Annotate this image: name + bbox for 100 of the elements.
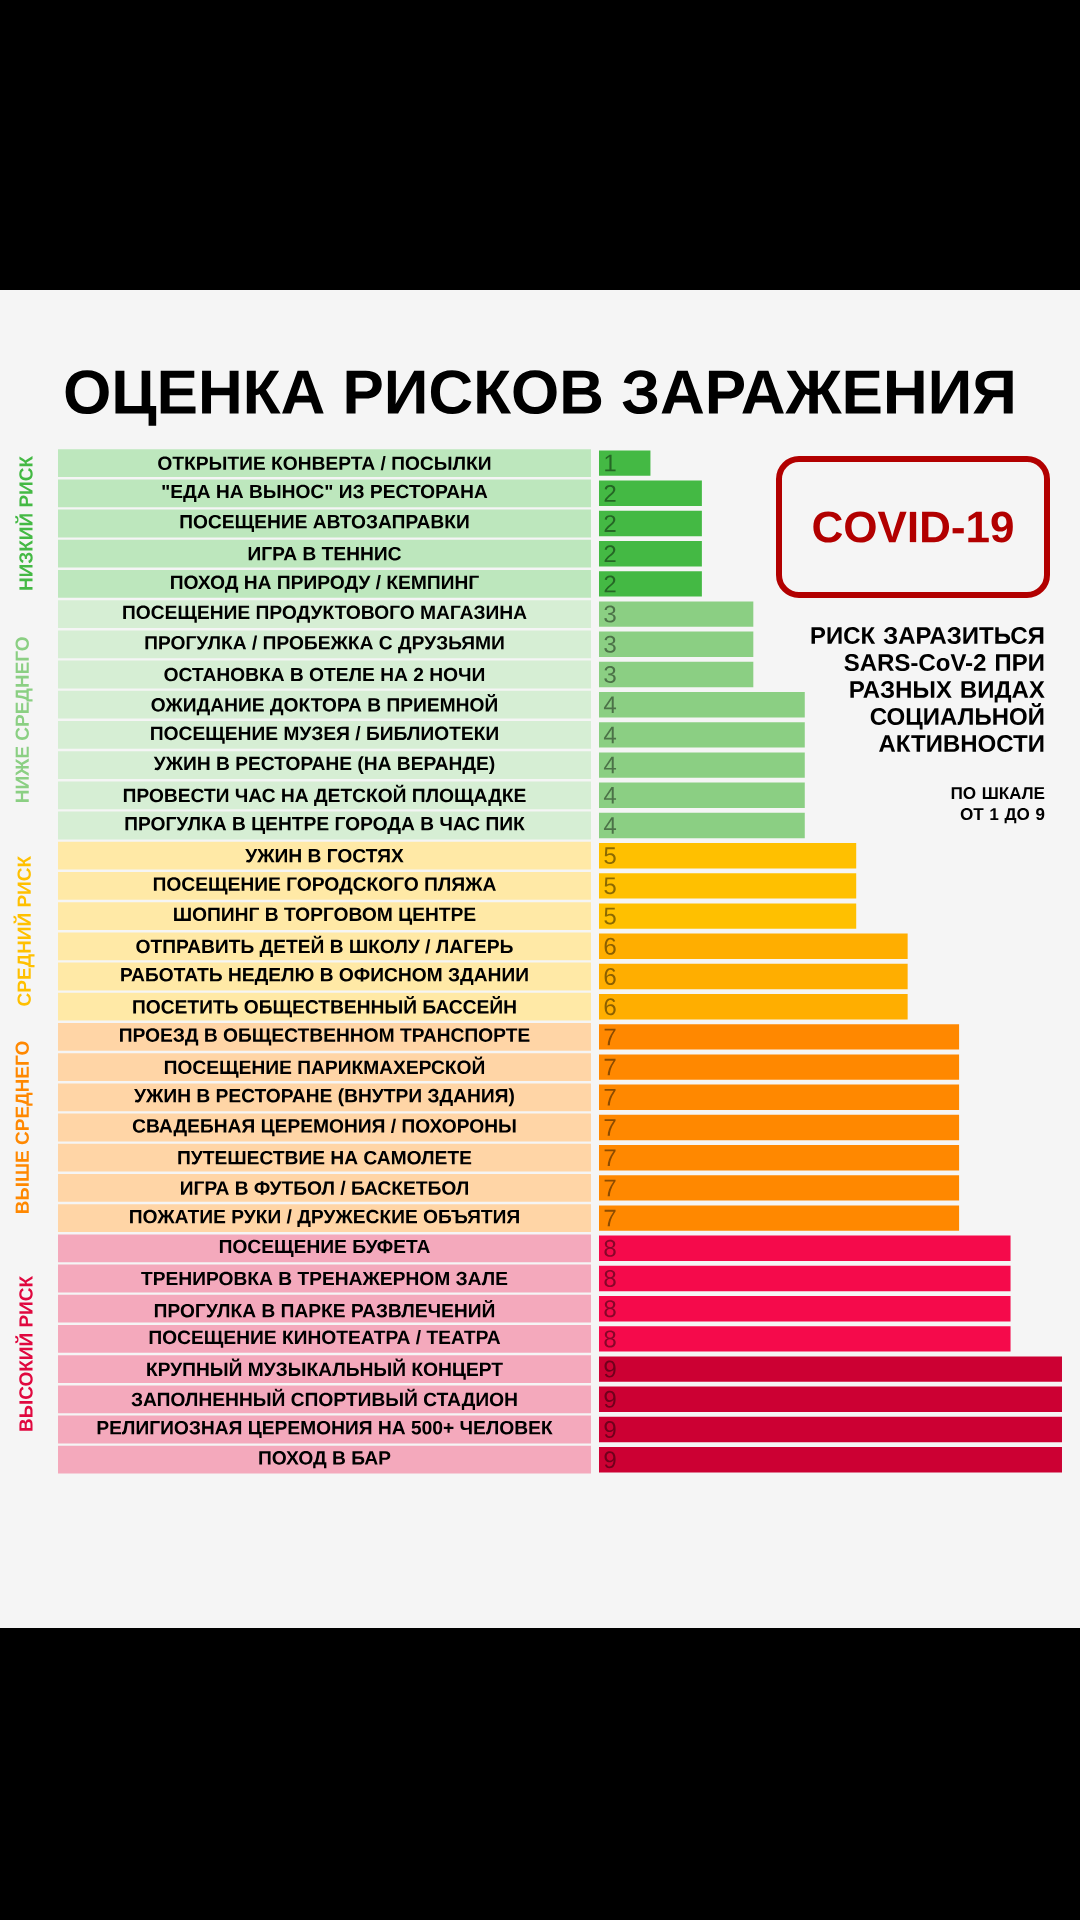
data-label: 6 bbox=[604, 998, 616, 1016]
bar bbox=[599, 661, 754, 688]
bar bbox=[599, 480, 702, 506]
bar bbox=[599, 692, 805, 718]
y-tick-label: УЖИН В РЕСТОРАНЕ (НА ВЕРАНДЕ) bbox=[153, 756, 495, 775]
bar bbox=[599, 510, 702, 537]
bar bbox=[599, 963, 908, 990]
bar bbox=[599, 1356, 1062, 1382]
y-tick-label: ПРОГУЛКА В ЦЕНТРЕ ГОРОДА В ЧАС ПИК bbox=[125, 816, 525, 835]
data-label: 8 bbox=[604, 1330, 616, 1348]
bar bbox=[599, 1416, 1062, 1443]
data-label: 8 bbox=[604, 1300, 616, 1318]
y-tick-label: ОЖИДАНИЕ ДОКТОРА В ПРИЕМНОЙ bbox=[151, 694, 497, 716]
y-tick-label: ПОСЕЩЕНИЕ ГОРОДСКОГО ПЛЯЖА bbox=[153, 877, 496, 895]
y-tick-label: ИГРА В ТЕННИС bbox=[248, 546, 402, 561]
y-tick-label: ШОПИНГ В ТОРГОВОМ ЦЕНТРЕ bbox=[174, 907, 476, 925]
bar bbox=[599, 903, 857, 929]
data-label: 3 bbox=[604, 635, 616, 653]
chart-title: ОЦЕНКА РИСКОВ ЗАРАЖЕНИЯ bbox=[65, 370, 1013, 426]
bar bbox=[599, 1145, 960, 1171]
y-tick-label: ПОСЕЩЕНИЕ КИНОТЕАТРА / ТЕАТРА bbox=[149, 1330, 501, 1348]
text: НИЗКИЙ РИСК bbox=[15, 455, 33, 590]
bar bbox=[599, 1175, 960, 1201]
bar bbox=[599, 873, 857, 899]
data-label: 9 bbox=[604, 1421, 616, 1438]
data-label: 3 bbox=[604, 605, 616, 623]
y-tick-label: УЖИН В ГОСТЯХ bbox=[245, 848, 404, 863]
y-tick-label: "ЕДА НА ВЫНОС" ИЗ РЕСТОРАНА bbox=[162, 484, 488, 502]
data-label: 7 bbox=[604, 1089, 616, 1106]
data-label: 7 bbox=[604, 1058, 616, 1076]
bar bbox=[599, 631, 754, 657]
bar bbox=[599, 571, 702, 597]
data-label: 5 bbox=[604, 877, 616, 895]
bar bbox=[599, 450, 651, 476]
y-tick-label: ПОХОД В БАР bbox=[259, 1451, 391, 1469]
y-tick-label: КРУПНЫЙ МУЗЫКАЛЬНЫЙ КОНЦЕРТ bbox=[147, 1358, 503, 1380]
bar bbox=[599, 1265, 1011, 1292]
y-tick-label: ИГРА В ФУТБОЛ / БАСКЕТБОЛ bbox=[180, 1180, 469, 1196]
bar bbox=[599, 1386, 1062, 1412]
data-label: 5 bbox=[604, 847, 616, 865]
y-tick-label: ПУТЕШЕСТВИЕ НА САМОЛЕТЕ bbox=[178, 1150, 472, 1165]
bar bbox=[599, 1114, 960, 1141]
bar bbox=[599, 812, 805, 839]
text: COVID-19 bbox=[813, 511, 1013, 543]
bar bbox=[599, 1205, 960, 1231]
data-label: 6 bbox=[604, 937, 616, 955]
y-tick-label: ТРЕНИРОВКА В ТРЕНАЖЕРНОМ ЗАЛЕ bbox=[141, 1271, 508, 1286]
y-tick-label: ПОХОД НА ПРИРОДУ / КЕМПИНГ bbox=[171, 575, 479, 593]
y-tick-label: ПРОЕЗД В ОБЩЕСТВЕННОМ ТРАНСПОРТЕ bbox=[120, 1028, 530, 1046]
y-tick-label: ОСТАНОВКА В ОТЕЛЕ НА 2 НОЧИ bbox=[164, 667, 485, 682]
bar bbox=[599, 722, 805, 748]
bar bbox=[599, 541, 702, 567]
data-label: 2 bbox=[604, 515, 616, 532]
data-label: 1 bbox=[605, 454, 616, 472]
data-label: 2 bbox=[604, 545, 616, 563]
data-label: 4 bbox=[603, 726, 617, 744]
y-tick-label: РАБОТАТЬ НЕДЕЛЮ В ОФИСНОМ ЗДАНИИ bbox=[121, 967, 528, 986]
y-tick-label: ПОСЕЩЕНИЕ БУФЕТА bbox=[219, 1239, 430, 1257]
bar bbox=[599, 843, 857, 869]
y-tick-label: УЖИН В РЕСТОРАНЕ (ВНУТРИ ЗДАНИЯ) bbox=[134, 1088, 514, 1107]
text: СРЕДНИЙ РИСК bbox=[13, 855, 35, 1006]
bar bbox=[599, 1296, 1011, 1322]
data-label: 7 bbox=[604, 1209, 616, 1227]
y-tick-label: ПОСЕЩЕНИЕ ПАРИКМАХЕРСКОЙ bbox=[164, 1056, 485, 1078]
data-label: 7 bbox=[604, 1179, 616, 1197]
data-label: 7 bbox=[604, 1119, 616, 1136]
y-tick-label: ПРОГУЛКА / ПРОБЕЖКА С ДРУЗЬЯМИ bbox=[145, 635, 504, 654]
y-tick-label: РЕЛИГИОЗНАЯ ЦЕРЕМОНИЯ НА 500+ ЧЕЛОВЕК bbox=[97, 1420, 553, 1439]
y-tick-label: ПОСЕЩЕНИЕ ПРОДУКТОВОГО МАГАЗИНА bbox=[123, 605, 527, 623]
bar bbox=[599, 994, 908, 1020]
text: ВЫСОКИЙ РИСК bbox=[15, 1275, 33, 1431]
data-label: 9 bbox=[604, 1451, 616, 1469]
data-label: 4 bbox=[603, 787, 617, 804]
bar bbox=[599, 752, 805, 778]
bar bbox=[599, 782, 805, 808]
data-label: 4 bbox=[603, 696, 617, 713]
data-label: 5 bbox=[604, 907, 616, 925]
y-tick-label: ОТПРАВИТЬ ДЕТЕЙ В ШКОЛУ / ЛАГЕРЬ bbox=[136, 935, 513, 957]
data-label: 2 bbox=[604, 575, 616, 593]
data-label: 9 bbox=[604, 1360, 616, 1378]
bar bbox=[599, 1235, 1011, 1261]
bar bbox=[599, 1326, 1011, 1352]
y-tick-label: ПОЖАТИЕ РУКИ / ДРУЖЕСКИЕ ОБЪЯТИЯ bbox=[130, 1209, 519, 1227]
y-tick-label: ПРОГУЛКА В ПАРКЕ РАЗВЛЕЧЕНИЙ bbox=[154, 1299, 495, 1318]
data-label: 7 bbox=[604, 1149, 616, 1166]
bar bbox=[599, 1447, 1062, 1473]
y-tick-label: ОТКРЫТИЕ КОНВЕРТА / ПОСЫЛКИ bbox=[158, 455, 491, 471]
bar bbox=[599, 1054, 960, 1080]
y-tick-label: ЗАПОЛНЕННЫЙ СПОРТИВЫЙ СТАДИОН bbox=[131, 1388, 517, 1410]
data-label: 9 bbox=[604, 1390, 616, 1408]
data-label: 8 bbox=[604, 1270, 616, 1287]
bar bbox=[599, 933, 908, 959]
data-label: 4 bbox=[603, 817, 617, 834]
text: ВЫШЕ СРЕДНЕГО bbox=[15, 1041, 33, 1214]
y-tick-label: ПОСЕЩЕНИЕ МУЗЕЯ / БИБЛИОТЕКИ bbox=[151, 726, 498, 744]
data-label: 7 bbox=[604, 1028, 616, 1046]
annotation: РИСК ЗАРАЗИТЬСЯ SARS-CoV-2 ПРИ РАЗНЫХ ВИДАХ СОЦИАЛЬНОЙ АКТИВНОСТИ bbox=[811, 627, 1045, 753]
data-label: 2 bbox=[604, 484, 616, 502]
data-label: 6 bbox=[604, 968, 616, 985]
y-tick-label: СВАДЕБНАЯ ЦЕРЕМОНИЯ / ПОХОРОНЫ bbox=[132, 1118, 516, 1137]
